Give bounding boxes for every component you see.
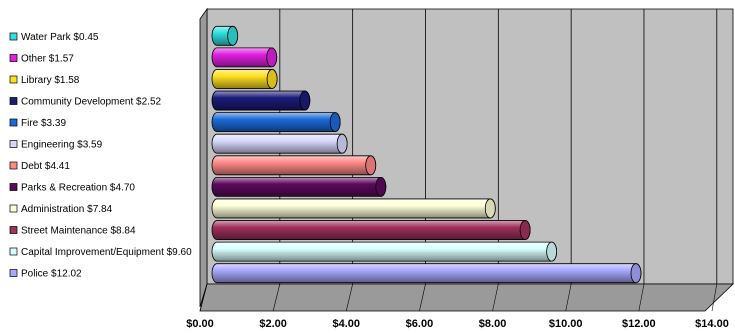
bar-cap (546, 241, 558, 262)
floor-grid-line (565, 283, 572, 312)
bar-cap (519, 220, 531, 240)
legend-label: Administration $7.84 (21, 204, 113, 215)
legend-swatch (9, 54, 18, 62)
legend-swatch (9, 247, 18, 256)
floor-grid-line (492, 283, 499, 312)
legend-swatch (9, 32, 18, 41)
legend-label: Debt $4.41 (21, 161, 70, 172)
bar (211, 112, 341, 133)
bar (211, 198, 496, 219)
floor-grid-line (345, 283, 353, 312)
legend-label: Street Maintenance $8.84 (21, 226, 136, 237)
legend-label: Engineering $3.59 (21, 140, 103, 151)
bar (211, 90, 311, 111)
bar (211, 241, 558, 262)
legend-swatch (9, 97, 18, 105)
floor-grid-line (638, 283, 645, 312)
floor-grid-line (199, 283, 208, 312)
bar (211, 155, 377, 176)
bar-cap (329, 112, 341, 133)
bar-cap (266, 69, 278, 89)
legend-label: Parks & Recreation $4.70 (21, 183, 135, 194)
bar (211, 176, 387, 197)
bar-cap (227, 25, 239, 46)
legend-label: Water Park $0.45 (21, 32, 99, 43)
legend-label: Capital Improvement/Equipment $9.60 (21, 247, 192, 258)
x-tick-label: $6.00 (406, 318, 434, 330)
x-tick-label: $8.00 (479, 318, 507, 330)
floor-grid-line (711, 283, 718, 312)
bar-cap (375, 176, 387, 197)
bar (211, 220, 531, 240)
x-tick-label: $0.00 (186, 318, 214, 330)
x-axis: $0.00 $2.00 $4.00 $6.00 $8.00 $10.00 $12.00 $14… (186, 318, 729, 330)
legend: Water Park $0.45 Other $1.57 Library $1.58… (9, 32, 192, 280)
legend-label: Community Development $2.52 (21, 97, 162, 108)
legend-swatch (9, 269, 18, 277)
legend-swatch (9, 140, 18, 148)
legend-swatch (9, 183, 18, 191)
floor-grid-line (272, 283, 281, 312)
bar-cap (336, 133, 348, 154)
floor-grid-line (419, 283, 426, 312)
x-tick-label: $4.00 (333, 318, 361, 330)
bar-cap (484, 198, 496, 219)
x-tick-label: $10.00 (549, 318, 583, 330)
legend-swatch (9, 204, 18, 213)
floor (199, 283, 734, 312)
bar-cap (299, 90, 311, 111)
x-tick-label: $2.00 (259, 318, 287, 330)
legend-swatch (9, 226, 18, 234)
bar-cap (630, 263, 642, 284)
side-wall (199, 7, 208, 308)
legend-swatch (9, 161, 18, 170)
legend-label: Other $1.57 (21, 54, 74, 65)
bar (211, 133, 348, 154)
legend-label: Library $1.58 (21, 75, 80, 86)
x-tick-label: $14.00 (695, 318, 729, 330)
legend-label: Police $12.02 (21, 269, 82, 280)
bar-cap (365, 155, 377, 176)
legend-swatch (9, 75, 18, 84)
bar (211, 263, 642, 284)
bar-cap (266, 47, 278, 68)
legend-label: Fire $3.39 (21, 118, 66, 129)
legend-swatch (9, 118, 18, 127)
bar-series (211, 25, 642, 284)
x-tick-label: $12.00 (622, 318, 656, 330)
